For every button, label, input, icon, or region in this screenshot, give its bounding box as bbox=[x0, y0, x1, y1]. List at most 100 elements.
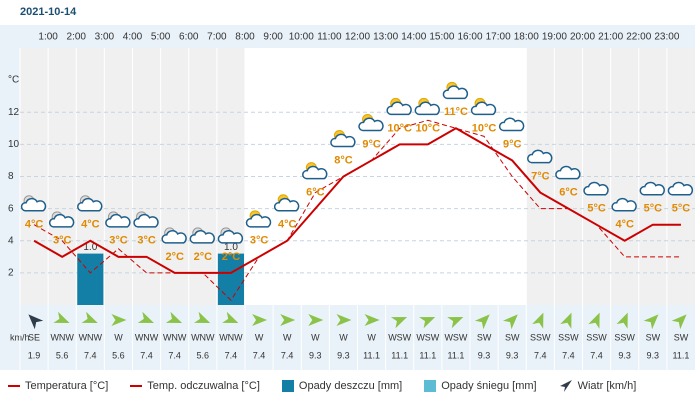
arrow bbox=[364, 314, 380, 326]
time-label: 8:00 bbox=[235, 32, 255, 43]
temp-label: 5°C bbox=[644, 203, 663, 215]
precip-bar bbox=[217, 253, 244, 305]
temp-label: 10°C bbox=[472, 122, 497, 134]
arrow bbox=[111, 314, 127, 326]
arrow bbox=[308, 314, 324, 326]
wind-speed: 11.1 bbox=[391, 350, 408, 360]
weather-icon bbox=[555, 165, 581, 180]
cloud bbox=[48, 213, 75, 228]
weather-icon bbox=[498, 117, 525, 132]
wind-dir: SSW bbox=[530, 332, 551, 342]
arrow bbox=[474, 314, 490, 330]
weather-icon bbox=[77, 195, 103, 212]
wind-dir: SSW bbox=[586, 332, 607, 342]
legend-label: Opady deszczu [mm] bbox=[298, 380, 403, 392]
legend-swatch bbox=[424, 380, 437, 392]
wind-arrow bbox=[643, 314, 659, 330]
time-label: 14:00 bbox=[401, 32, 426, 43]
wind-speed: 9.3 bbox=[618, 350, 631, 360]
weather-icon bbox=[611, 197, 637, 212]
time-label: 9:00 bbox=[263, 32, 283, 43]
temp-label: 2°C bbox=[194, 251, 213, 263]
wind-dir: W bbox=[311, 332, 320, 342]
temp-label: 8°C bbox=[334, 154, 353, 166]
wind-speed: 5.6 bbox=[112, 350, 125, 360]
weather-icon bbox=[48, 211, 75, 228]
wind-arrow bbox=[671, 314, 687, 330]
wind-speed: 7.4 bbox=[253, 350, 266, 360]
precip-label: 1.0 bbox=[224, 242, 238, 253]
wind-dir: SSW bbox=[614, 332, 635, 342]
weather-icon bbox=[189, 227, 215, 244]
time-label: 21:00 bbox=[598, 32, 623, 43]
cloud bbox=[498, 117, 525, 132]
wind-arrow bbox=[308, 314, 324, 326]
wind-dir: SW bbox=[505, 332, 520, 342]
weather-icon bbox=[583, 181, 609, 196]
cloud bbox=[414, 101, 440, 116]
legend-item: Temp. odczuwalna [°C] bbox=[130, 380, 260, 392]
wind-speed: 9.3 bbox=[309, 350, 322, 360]
wind-dir: WNW bbox=[50, 332, 74, 342]
temp-label: 4°C bbox=[25, 219, 44, 231]
weather-icon bbox=[161, 227, 187, 244]
time-label: 10:00 bbox=[289, 32, 314, 43]
weather-icon bbox=[133, 211, 159, 228]
wind-speed: 7.4 bbox=[534, 350, 547, 360]
cloud bbox=[217, 229, 244, 244]
cloud bbox=[583, 181, 609, 196]
weather-icon bbox=[330, 130, 356, 148]
legend-label: Temp. odczuwalna [°C] bbox=[147, 380, 260, 392]
wind-speed: 9.3 bbox=[337, 350, 350, 360]
arrow bbox=[222, 311, 239, 324]
y-tick-label: 6 bbox=[8, 203, 14, 214]
cloud bbox=[20, 197, 47, 212]
wind-arrow bbox=[419, 316, 436, 329]
wind-arrow bbox=[280, 314, 296, 326]
arrow bbox=[81, 311, 98, 324]
weather-icon bbox=[302, 162, 328, 180]
weather-icon bbox=[273, 194, 300, 212]
temp-label: 4°C bbox=[81, 219, 100, 231]
temp-label: 9°C bbox=[503, 138, 522, 150]
wind-arrow bbox=[165, 311, 183, 324]
wind-dir: SW bbox=[674, 332, 689, 342]
cloud bbox=[470, 101, 497, 116]
temp-label: 3°C bbox=[53, 235, 72, 247]
arrow bbox=[336, 314, 352, 326]
weather-icon bbox=[245, 210, 272, 228]
precip-bar bbox=[77, 253, 104, 305]
wind-dir: SE bbox=[28, 332, 40, 342]
temp-label: 2°C bbox=[222, 251, 241, 263]
arrow bbox=[53, 311, 70, 324]
arrow bbox=[252, 314, 268, 326]
wind-speed: 7.4 bbox=[140, 350, 153, 360]
arrow bbox=[447, 316, 464, 329]
time-label: 13:00 bbox=[373, 32, 398, 43]
wind-speed: 5.6 bbox=[197, 350, 210, 360]
wind-speed: 9.3 bbox=[478, 350, 491, 360]
wind-speed: 7.4 bbox=[225, 350, 238, 360]
wind-speed: 9.3 bbox=[647, 350, 660, 360]
wind-arrow bbox=[560, 312, 572, 329]
date: 2021-10-14 bbox=[20, 6, 77, 18]
cloud bbox=[667, 181, 694, 196]
weather-icon bbox=[105, 211, 131, 228]
legend: Temperatura [°C] Temp. odczuwalna [°C] Opa… bbox=[0, 372, 695, 400]
legend-item: Temperatura [°C] bbox=[8, 380, 108, 392]
weather-icon bbox=[217, 227, 244, 244]
temp-label: 9°C bbox=[362, 138, 381, 150]
wind-dir: SSW bbox=[558, 332, 579, 342]
arrow bbox=[390, 316, 408, 329]
wind-speed: 11.1 bbox=[419, 350, 436, 360]
time-label: 4:00 bbox=[123, 32, 143, 43]
wind-dir: W bbox=[255, 332, 264, 342]
wind-dir: WSW bbox=[444, 332, 467, 342]
time-label: 2:00 bbox=[67, 32, 87, 43]
arrow bbox=[419, 316, 436, 329]
wind-dir: WSW bbox=[416, 332, 439, 342]
cloud bbox=[161, 229, 187, 244]
legend-swatch bbox=[281, 380, 294, 392]
temp-label: 3°C bbox=[137, 235, 156, 247]
